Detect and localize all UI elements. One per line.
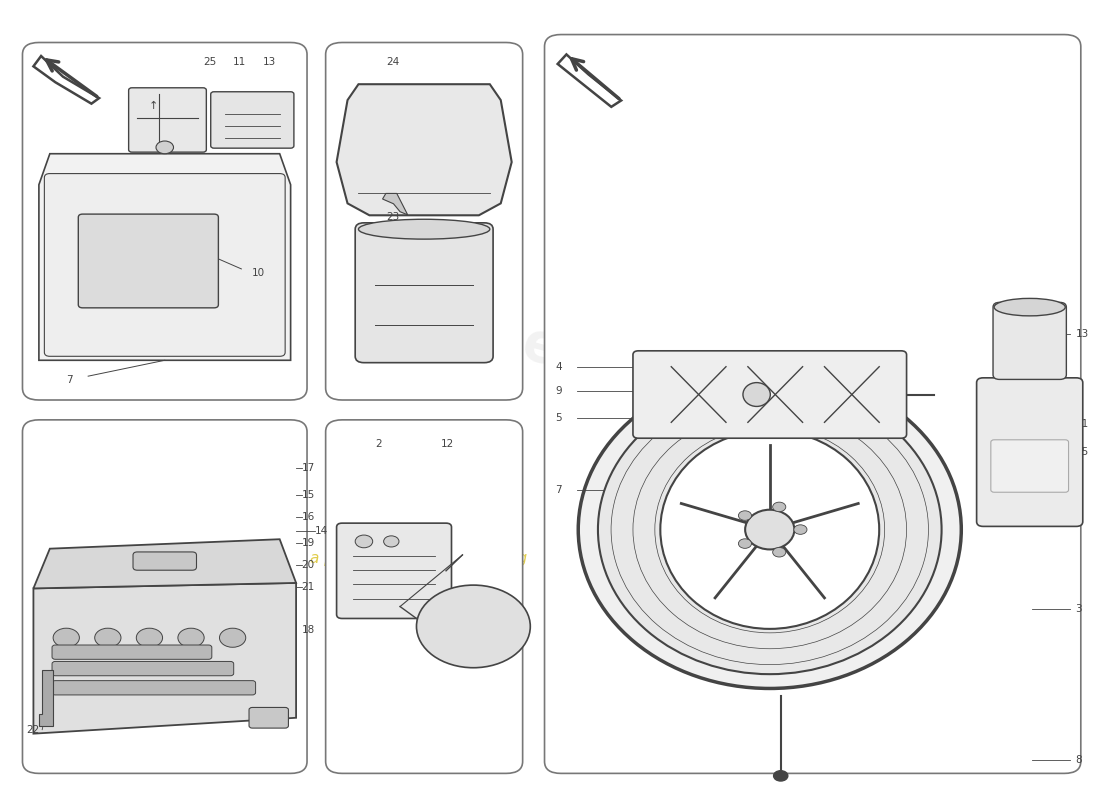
Polygon shape	[558, 54, 622, 107]
FancyBboxPatch shape	[355, 223, 493, 362]
Circle shape	[95, 628, 121, 647]
Circle shape	[417, 585, 530, 668]
Circle shape	[53, 628, 79, 647]
Polygon shape	[39, 670, 53, 726]
FancyBboxPatch shape	[249, 707, 288, 728]
Circle shape	[794, 525, 807, 534]
Text: 22: 22	[25, 725, 39, 734]
FancyBboxPatch shape	[52, 662, 233, 676]
FancyBboxPatch shape	[326, 42, 522, 400]
Ellipse shape	[598, 385, 942, 674]
Circle shape	[384, 536, 399, 547]
Circle shape	[136, 628, 163, 647]
Polygon shape	[33, 539, 296, 589]
FancyBboxPatch shape	[991, 440, 1068, 492]
Circle shape	[772, 547, 785, 557]
Ellipse shape	[745, 510, 794, 550]
FancyBboxPatch shape	[993, 302, 1066, 379]
FancyBboxPatch shape	[44, 174, 285, 356]
FancyBboxPatch shape	[632, 351, 906, 438]
Text: 13: 13	[263, 58, 276, 67]
FancyBboxPatch shape	[78, 214, 219, 308]
Text: 25: 25	[204, 58, 217, 67]
Ellipse shape	[994, 298, 1065, 316]
Text: 24: 24	[386, 58, 399, 67]
FancyBboxPatch shape	[129, 88, 207, 152]
Text: 23: 23	[386, 212, 399, 222]
Text: 7: 7	[66, 375, 73, 385]
Text: 13: 13	[1076, 329, 1089, 339]
Polygon shape	[337, 84, 512, 215]
FancyBboxPatch shape	[133, 552, 197, 570]
Text: 2: 2	[375, 438, 382, 449]
Text: 21: 21	[301, 582, 315, 592]
Polygon shape	[33, 56, 99, 104]
Text: 1: 1	[1076, 485, 1082, 495]
Text: 7: 7	[556, 485, 562, 495]
Text: 12: 12	[441, 438, 454, 449]
Text: 10: 10	[252, 268, 265, 278]
Circle shape	[220, 628, 245, 647]
FancyBboxPatch shape	[52, 645, 212, 659]
FancyBboxPatch shape	[52, 681, 255, 695]
Ellipse shape	[660, 430, 879, 629]
Text: euro2parts: euro2parts	[516, 317, 846, 452]
Ellipse shape	[359, 219, 490, 239]
Polygon shape	[39, 154, 290, 360]
Text: 15: 15	[301, 490, 315, 500]
Text: 4: 4	[556, 362, 562, 372]
Text: 25: 25	[1076, 447, 1089, 457]
FancyBboxPatch shape	[211, 92, 294, 148]
FancyBboxPatch shape	[353, 547, 397, 563]
Text: 14: 14	[315, 526, 328, 536]
Text: 6: 6	[1076, 475, 1082, 485]
Text: 3: 3	[1076, 604, 1082, 614]
FancyBboxPatch shape	[977, 378, 1082, 526]
Circle shape	[156, 141, 174, 154]
Text: a passion for parts shopping: a passion for parts shopping	[310, 551, 527, 566]
Text: 20: 20	[301, 560, 315, 570]
Text: 19: 19	[301, 538, 315, 548]
Text: 18: 18	[301, 626, 315, 635]
Text: 11: 11	[232, 58, 246, 67]
Ellipse shape	[773, 770, 788, 781]
FancyBboxPatch shape	[22, 420, 307, 774]
FancyBboxPatch shape	[22, 42, 307, 400]
Circle shape	[772, 502, 785, 512]
Text: 8: 8	[1076, 755, 1082, 765]
FancyBboxPatch shape	[337, 523, 451, 618]
Polygon shape	[33, 583, 296, 734]
Text: 5: 5	[556, 414, 562, 423]
Ellipse shape	[742, 382, 770, 406]
Text: 16: 16	[301, 512, 315, 522]
Circle shape	[738, 539, 751, 548]
Text: ↑: ↑	[148, 101, 157, 111]
Circle shape	[738, 510, 751, 520]
FancyBboxPatch shape	[544, 34, 1081, 774]
Circle shape	[178, 628, 205, 647]
Text: 11: 11	[1076, 419, 1089, 430]
Text: 9: 9	[556, 386, 562, 395]
Ellipse shape	[579, 370, 961, 689]
Circle shape	[355, 535, 373, 548]
Polygon shape	[383, 194, 408, 215]
FancyBboxPatch shape	[326, 420, 522, 774]
Text: 17: 17	[301, 462, 315, 473]
